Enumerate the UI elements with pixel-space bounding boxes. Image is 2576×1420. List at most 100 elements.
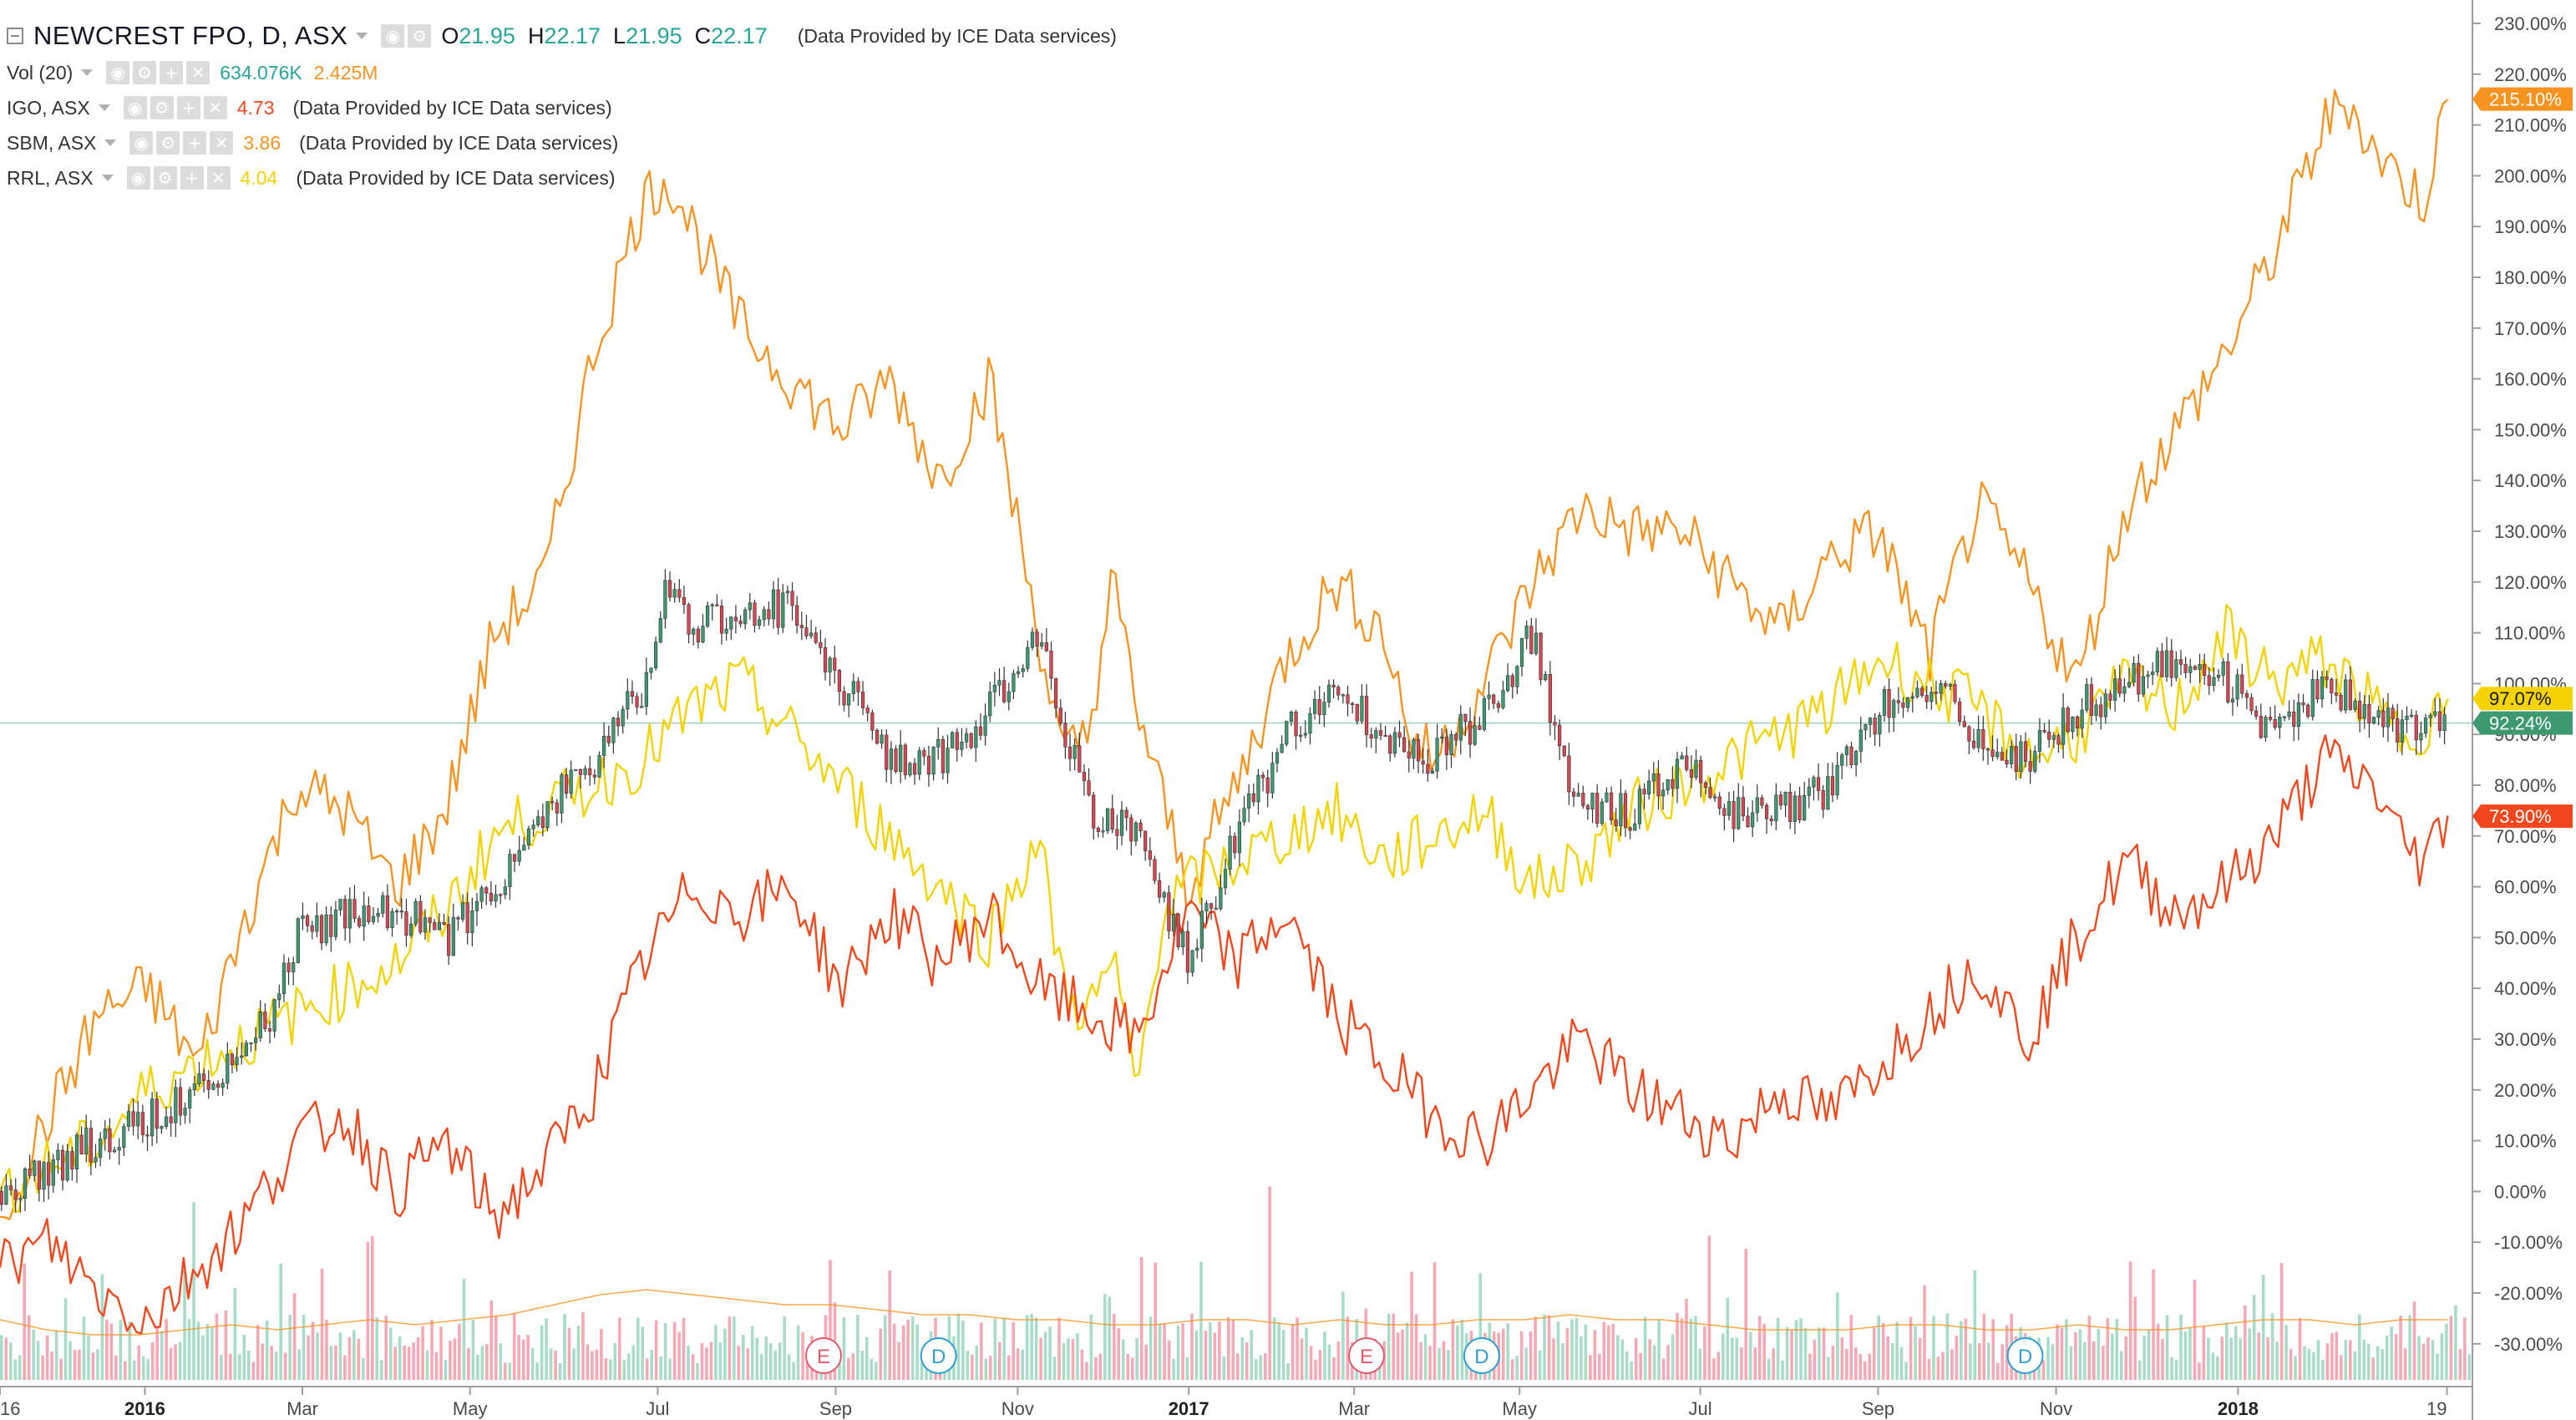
volume-bar	[2426, 1337, 2430, 1380]
candle-body	[2278, 716, 2282, 728]
volume-bar	[1451, 1319, 1455, 1380]
candle-body	[1133, 822, 1138, 842]
candle-body	[2000, 752, 2004, 761]
volume-bar	[572, 1348, 576, 1380]
eye-icon[interactable]: ◉	[129, 131, 154, 155]
candle-body	[1864, 724, 1868, 731]
volume-bar	[1598, 1353, 1601, 1380]
volume-bar	[530, 1347, 535, 1380]
candle-body	[583, 768, 587, 775]
close-icon[interactable]: ✕	[206, 166, 231, 190]
candle-body	[1953, 683, 1957, 702]
volume-bar	[316, 1332, 319, 1380]
volume-bar	[1854, 1347, 1858, 1380]
volume-bar	[425, 1350, 429, 1380]
chevron-down-icon[interactable]	[101, 175, 114, 181]
volume-bar	[1872, 1327, 1876, 1380]
candle-body	[1751, 812, 1755, 828]
candle-body	[2306, 704, 2310, 718]
close-icon[interactable]: ✕	[210, 131, 234, 155]
candle-body	[1807, 786, 1811, 796]
gear-icon[interactable]: ⚙	[133, 61, 157, 84]
volume-bar	[302, 1315, 306, 1380]
volume-bar	[449, 1340, 452, 1380]
candle-body	[1478, 725, 1482, 730]
volume-bar	[1117, 1327, 1121, 1380]
volume-bar	[728, 1316, 732, 1380]
volume-bar	[558, 1362, 562, 1380]
close-icon[interactable]: ✕	[186, 61, 210, 84]
dividend-marker[interactable]: D	[920, 1337, 957, 1374]
gear-icon[interactable]: ⚙	[153, 166, 177, 190]
candle-body	[1195, 947, 1199, 951]
candle-body	[1007, 691, 1011, 702]
candle-body	[1247, 794, 1251, 809]
volume-bar	[453, 1338, 457, 1380]
compare-label-sbm[interactable]: SBM, ASX	[7, 131, 97, 154]
eye-icon[interactable]: ◉	[381, 24, 405, 48]
eye-icon[interactable]: ◉	[123, 96, 147, 119]
y-tick-label: -10.00%	[2494, 1232, 2563, 1253]
chevron-down-icon[interactable]	[356, 33, 368, 39]
plus-icon[interactable]: +	[180, 166, 204, 190]
candle-body	[1976, 728, 1980, 748]
candle-body	[1021, 668, 1025, 672]
candle-body	[512, 854, 517, 862]
volume-bar	[1076, 1333, 1079, 1380]
close-icon[interactable]: ✕	[203, 96, 227, 119]
candle-body	[2117, 678, 2122, 694]
chevron-down-icon[interactable]	[104, 139, 117, 146]
plus-icon[interactable]: +	[183, 131, 207, 155]
legend-compare-row-igo: IGO, ASX ◉ ⚙ + ✕ 4.73 (Data Provided by …	[7, 90, 1117, 125]
candle-body	[917, 750, 921, 775]
dividend-marker[interactable]: D	[1463, 1337, 1500, 1374]
volume-bar	[1318, 1350, 1322, 1380]
dividend-marker[interactable]: D	[2006, 1337, 2044, 1374]
earnings-marker[interactable]: E	[1347, 1337, 1385, 1374]
volume-bar	[2216, 1356, 2219, 1380]
volume-bar	[563, 1313, 566, 1380]
time-axis[interactable]: 16 2016 Mar May Jul Sep Nov 2017 Mar May Jul Sep Nov…	[0, 1387, 2448, 1419]
volume-bar	[1941, 1352, 1945, 1380]
gear-icon[interactable]: ⚙	[156, 131, 180, 155]
volume-bar	[1341, 1291, 1345, 1380]
price-axis[interactable]: 230.00% 220.00% 210.00% 200.00% 190.00% 180.0…	[2472, 13, 2567, 1355]
volume-bar	[1803, 1328, 1808, 1380]
chevron-down-icon[interactable]	[98, 104, 110, 111]
volume-bar	[325, 1320, 328, 1380]
eye-icon[interactable]: ◉	[126, 166, 150, 190]
volume-bar	[2431, 1340, 2435, 1380]
eye-icon[interactable]: ◉	[106, 61, 130, 84]
volume-bar	[2207, 1337, 2210, 1380]
compare-label-rrl[interactable]: RRL, ASX	[7, 166, 94, 189]
compare-label-igo[interactable]: IGO, ASX	[7, 96, 90, 119]
plus-icon[interactable]: +	[160, 61, 184, 84]
symbol-title[interactable]: NEWCREST FPO, D, ASX	[33, 21, 348, 50]
gear-icon[interactable]: ⚙	[150, 96, 174, 119]
volume-bar	[2335, 1331, 2339, 1380]
candle-body	[2178, 659, 2183, 665]
candle-body	[1680, 755, 1684, 760]
candle-body	[2400, 719, 2404, 743]
volume-bar	[672, 1322, 677, 1380]
plus-icon[interactable]: +	[176, 96, 200, 119]
chevron-down-icon[interactable]	[81, 69, 94, 76]
collapse-legend-button[interactable]	[7, 28, 23, 44]
candle-body	[150, 1098, 155, 1137]
volume-label[interactable]: Vol (20)	[7, 61, 74, 84]
volume-bar	[398, 1336, 402, 1380]
volume-bar	[1960, 1321, 1963, 1380]
candle-body	[1844, 746, 1848, 756]
candle-body	[870, 713, 875, 731]
gear-icon[interactable]: ⚙	[408, 24, 432, 48]
candle-body	[1712, 796, 1717, 799]
marker-circle	[1463, 1337, 1500, 1374]
candle-body	[2296, 702, 2300, 727]
volume-bar	[1538, 1350, 1542, 1380]
candle-body	[202, 1073, 206, 1081]
earnings-marker[interactable]: E	[804, 1337, 842, 1374]
volume-bar	[1661, 1358, 1666, 1380]
candle-body	[823, 647, 828, 672]
volume-bar	[1149, 1316, 1153, 1380]
